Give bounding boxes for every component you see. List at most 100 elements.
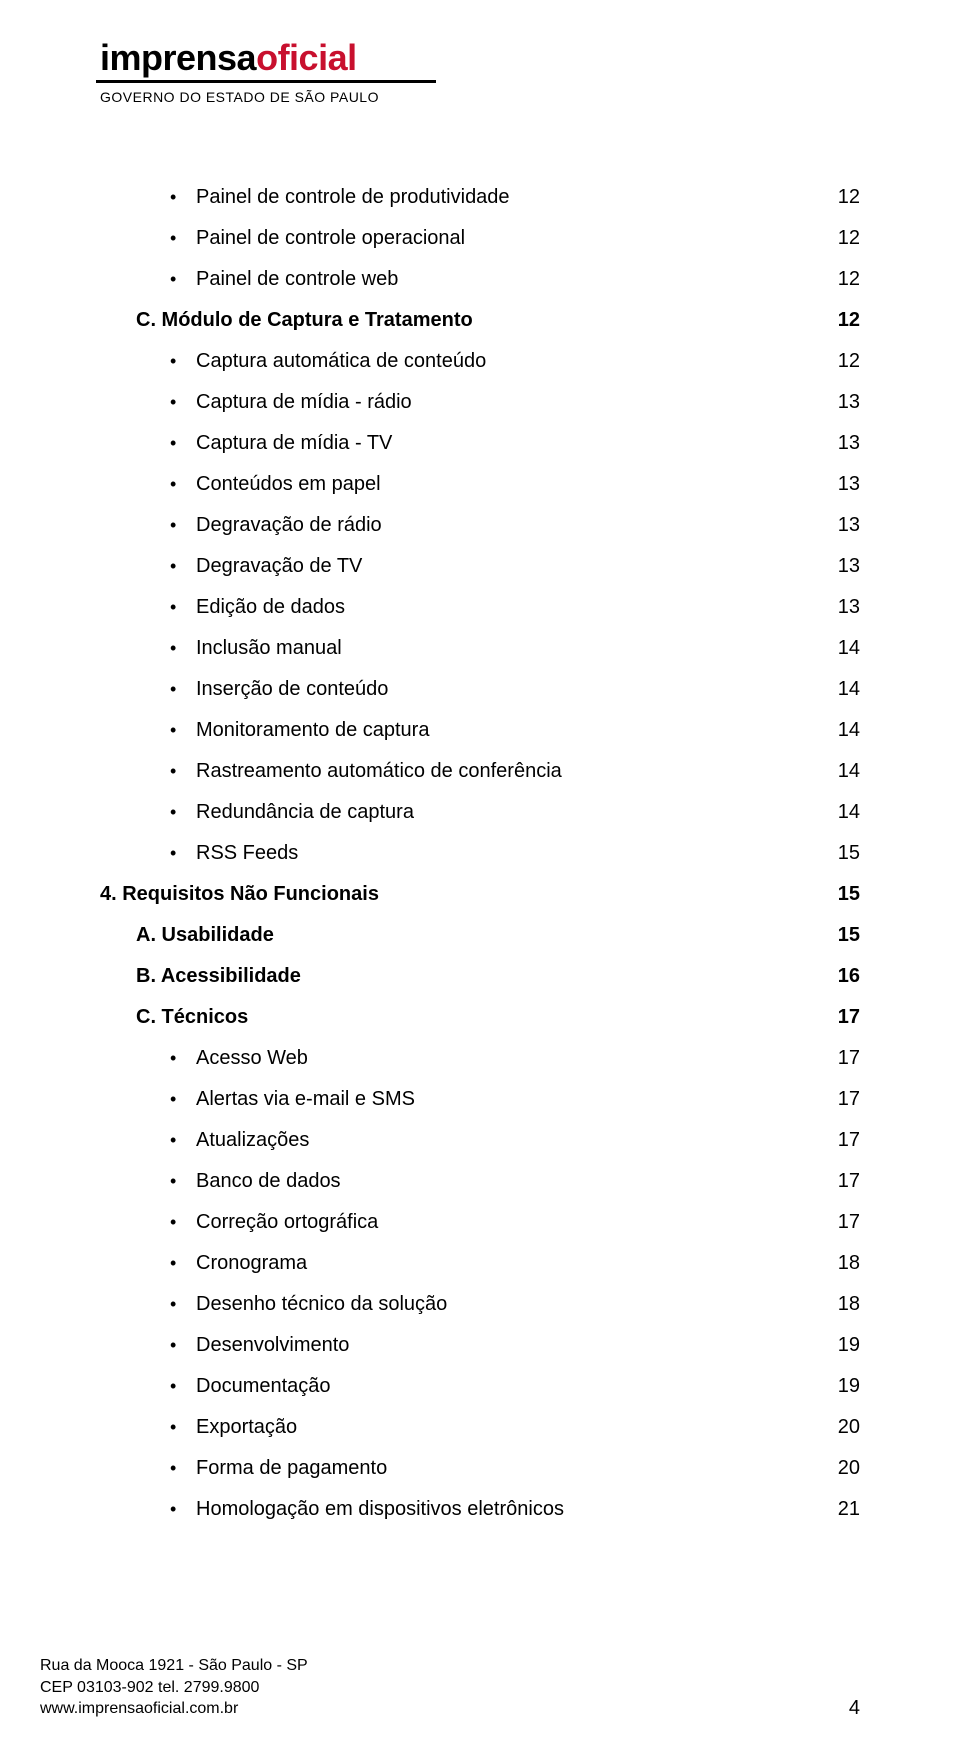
toc-label: Inclusão manual <box>100 636 820 661</box>
toc-label: Degravação de TV <box>100 554 820 579</box>
document-page: imprensaoficial GOVERNO DO ESTADO DE SÃO… <box>0 0 960 1756</box>
toc-row: Forma de pagamento20 <box>100 1456 860 1481</box>
toc-row: Painel de controle operacional12 <box>100 226 860 251</box>
footer-address: Rua da Mooca 1921 - São Paulo - SP CEP 0… <box>40 1655 860 1720</box>
toc-row: Banco de dados17 <box>100 1169 860 1194</box>
header-logo-block: imprensaoficial GOVERNO DO ESTADO DE SÃO… <box>100 40 860 105</box>
toc-page-number: 15 <box>820 923 860 948</box>
toc-page-number: 17 <box>820 1087 860 1112</box>
toc-label: Desenho técnico da solução <box>100 1292 820 1317</box>
toc-label: Painel de controle web <box>100 267 820 292</box>
logo-part2: oficial <box>256 37 357 78</box>
toc-label: Rastreamento automático de conferência <box>100 759 820 784</box>
toc-label: C. Módulo de Captura e Tratamento <box>100 308 820 333</box>
toc-page-number: 12 <box>820 226 860 251</box>
toc-row: Degravação de rádio13 <box>100 513 860 538</box>
toc-label: 4. Requisitos Não Funcionais <box>100 882 820 907</box>
toc-row: RSS Feeds15 <box>100 841 860 866</box>
toc-page-number: 14 <box>820 800 860 825</box>
toc-label: RSS Feeds <box>100 841 820 866</box>
toc-row: Exportação20 <box>100 1415 860 1440</box>
footer-page-number: 4 <box>849 1697 860 1720</box>
toc-page-number: 21 <box>820 1497 860 1522</box>
toc-row: Atualizações17 <box>100 1128 860 1153</box>
toc-page-number: 13 <box>820 431 860 456</box>
toc-row: 4. Requisitos Não Funcionais15 <box>100 882 860 907</box>
toc-label: Degravação de rádio <box>100 513 820 538</box>
toc-page-number: 17 <box>820 1005 860 1030</box>
logo-subtitle: GOVERNO DO ESTADO DE SÃO PAULO <box>100 89 860 105</box>
toc-page-number: 18 <box>820 1251 860 1276</box>
toc-row: Inserção de conteúdo14 <box>100 677 860 702</box>
logo-wordmark: imprensaoficial <box>100 40 860 76</box>
toc-page-number: 13 <box>820 472 860 497</box>
toc-row: Monitoramento de captura14 <box>100 718 860 743</box>
footer-line-2: CEP 03103-902 tel. 2799.9800 <box>40 1677 860 1699</box>
toc-page-number: 15 <box>820 882 860 907</box>
toc-row: C. Módulo de Captura e Tratamento12 <box>100 308 860 333</box>
toc-label: Monitoramento de captura <box>100 718 820 743</box>
toc-label: Banco de dados <box>100 1169 820 1194</box>
toc-page-number: 13 <box>820 554 860 579</box>
toc-row: Captura automática de conteúdo12 <box>100 349 860 374</box>
toc-row: Edição de dados13 <box>100 595 860 620</box>
toc-row: Desenvolvimento19 <box>100 1333 860 1358</box>
toc-label: Redundância de captura <box>100 800 820 825</box>
toc-label: Captura automática de conteúdo <box>100 349 820 374</box>
toc-label: Inserção de conteúdo <box>100 677 820 702</box>
toc-row: Painel de controle de produtividade12 <box>100 185 860 210</box>
footer-line-3: www.imprensaoficial.com.br <box>40 1698 860 1720</box>
toc-label: Acesso Web <box>100 1046 820 1071</box>
toc-label: Correção ortográfica <box>100 1210 820 1235</box>
toc-page-number: 19 <box>820 1374 860 1399</box>
toc-page-number: 17 <box>820 1046 860 1071</box>
toc-page-number: 13 <box>820 513 860 538</box>
toc-row: A. Usabilidade15 <box>100 923 860 948</box>
footer-line-1: Rua da Mooca 1921 - São Paulo - SP <box>40 1655 860 1677</box>
toc-label: Captura de mídia - rádio <box>100 390 820 415</box>
toc-page-number: 12 <box>820 185 860 210</box>
toc-row: Inclusão manual14 <box>100 636 860 661</box>
toc-row: Rastreamento automático de conferência14 <box>100 759 860 784</box>
toc-page-number: 12 <box>820 267 860 292</box>
toc-row: Cronograma18 <box>100 1251 860 1276</box>
toc-label: Captura de mídia - TV <box>100 431 820 456</box>
toc-page-number: 19 <box>820 1333 860 1358</box>
toc-page-number: 12 <box>820 349 860 374</box>
toc-row: C. Técnicos17 <box>100 1005 860 1030</box>
toc-page-number: 17 <box>820 1128 860 1153</box>
toc-page-number: 14 <box>820 759 860 784</box>
toc-label: Forma de pagamento <box>100 1456 820 1481</box>
toc-page-number: 17 <box>820 1210 860 1235</box>
toc-row: B. Acessibilidade16 <box>100 964 860 989</box>
toc-label: Desenvolvimento <box>100 1333 820 1358</box>
toc-label: C. Técnicos <box>100 1005 820 1030</box>
toc-row: Painel de controle web12 <box>100 267 860 292</box>
toc-row: Captura de mídia - rádio13 <box>100 390 860 415</box>
toc-label: B. Acessibilidade <box>100 964 820 989</box>
toc-row: Documentação19 <box>100 1374 860 1399</box>
toc-label: Exportação <box>100 1415 820 1440</box>
toc-page-number: 17 <box>820 1169 860 1194</box>
toc-label: Cronograma <box>100 1251 820 1276</box>
table-of-contents: Painel de controle de produtividade12Pai… <box>100 185 860 1522</box>
logo-part1: imprensa <box>100 37 256 78</box>
toc-label: Painel de controle de produtividade <box>100 185 820 210</box>
toc-row: Desenho técnico da solução18 <box>100 1292 860 1317</box>
toc-page-number: 18 <box>820 1292 860 1317</box>
toc-page-number: 14 <box>820 636 860 661</box>
toc-row: Correção ortográfica17 <box>100 1210 860 1235</box>
toc-row: Captura de mídia - TV13 <box>100 431 860 456</box>
toc-row: Acesso Web17 <box>100 1046 860 1071</box>
toc-label: Painel de controle operacional <box>100 226 820 251</box>
toc-page-number: 13 <box>820 390 860 415</box>
toc-page-number: 14 <box>820 718 860 743</box>
toc-label: Atualizações <box>100 1128 820 1153</box>
toc-label: Homologação em dispositivos eletrônicos <box>100 1497 820 1522</box>
page-footer: Rua da Mooca 1921 - São Paulo - SP CEP 0… <box>40 1655 860 1720</box>
toc-label: Edição de dados <box>100 595 820 620</box>
toc-row: Conteúdos em papel13 <box>100 472 860 497</box>
toc-label: A. Usabilidade <box>100 923 820 948</box>
toc-row: Redundância de captura14 <box>100 800 860 825</box>
toc-row: Homologação em dispositivos eletrônicos2… <box>100 1497 860 1522</box>
